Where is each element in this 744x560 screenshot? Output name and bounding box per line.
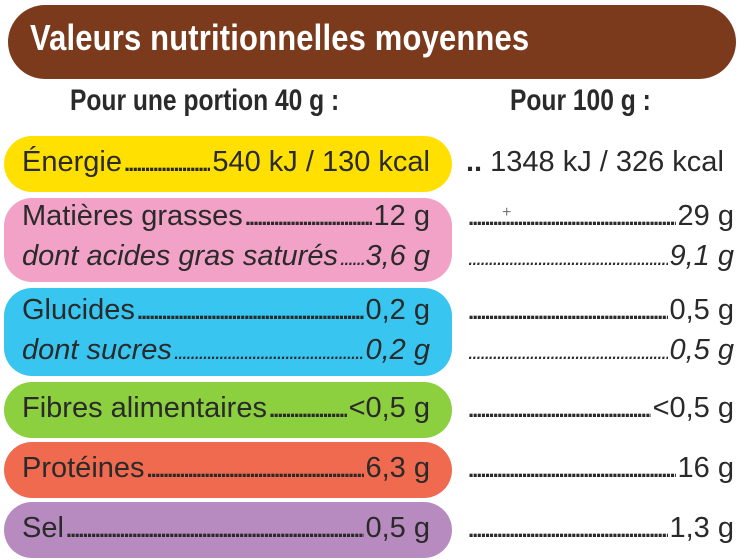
satures-per100: 9,1 g [669, 240, 735, 272]
satures-portion: 3,6 g [365, 240, 431, 272]
sucres-portion: 0,2 g [365, 334, 431, 366]
fibres-label: Fibres alimentaires [22, 392, 267, 424]
leader-dots: ........................................… [468, 519, 668, 541]
energie-portion: 540 kJ / 130 kcal [212, 146, 430, 178]
sucres-per100: 0,5 g [669, 334, 735, 366]
row-sel-per100: ........................................… [466, 512, 734, 545]
header-portion: Pour une portion 40 g : [70, 84, 340, 117]
pill-fibres [4, 382, 452, 438]
glucides-portion: 0,2 g [365, 294, 431, 326]
row-energie-portion: Énergie ................................… [22, 146, 430, 179]
crosshair-mark: + [502, 204, 512, 221]
row-energie-per100: .. 1348 kJ / 326 kcal [466, 146, 734, 179]
matieres-per100: 29 g [677, 200, 734, 232]
row-glucides-per100: ........................................… [466, 294, 734, 327]
proteines-portion: 6,3 g [365, 452, 431, 484]
proteines-per100: 16 g [677, 452, 734, 484]
sel-per100: 1,3 g [669, 512, 735, 544]
row-proteines-portion: Protéines ..............................… [22, 452, 430, 485]
leader-dots: ........................................… [468, 207, 676, 229]
title-banner: Valeurs nutritionnelles moyennes [8, 5, 736, 79]
proteines-label: Protéines [22, 452, 145, 484]
leader-dots: ........................................… [468, 341, 668, 363]
row-matieres-per100: ........................................… [466, 200, 734, 233]
leader-dots: ........................................… [123, 153, 211, 175]
row-sucres-per100: ........................................… [466, 334, 734, 367]
leader-dots: ........................................… [136, 301, 364, 323]
satures-label: dont acides gras saturés [22, 240, 338, 272]
leader-dots: ........................................… [65, 519, 364, 541]
glucides-per100: 0,5 g [669, 294, 735, 326]
leader-dots: ........................................… [339, 247, 364, 269]
leader-dots: ........................................… [268, 399, 347, 421]
row-satures-per100: ........................................… [466, 240, 734, 273]
row-satures-portion: dont acides gras saturés ...............… [22, 240, 430, 273]
row-glucides-portion: Glucides ...............................… [22, 294, 430, 327]
pill-glucides [4, 288, 452, 376]
leader-dots: ........................................… [468, 399, 651, 421]
row-proteines-per100: ........................................… [466, 452, 734, 485]
leader-dots: ........................................… [173, 341, 364, 363]
energie-per100: 1348 kJ / 326 kcal [490, 146, 724, 178]
energie-label: Énergie [22, 146, 122, 178]
matieres-portion: 12 g [373, 200, 430, 232]
sel-label: Sel [22, 512, 64, 544]
leader-dots: ........................................… [468, 247, 668, 269]
fibres-per100: <0,5 g [652, 392, 734, 424]
matieres-label: Matières grasses [22, 200, 243, 232]
table-title: Valeurs nutritionnelles moyennes [30, 17, 530, 58]
leader-dots: ........................................… [146, 459, 364, 481]
row-sucres-portion: dont sucres ............................… [22, 334, 430, 367]
header-per100: Pour 100 g : [510, 84, 651, 117]
pill-matieres-grasses [4, 198, 452, 282]
glucides-label: Glucides [22, 294, 135, 326]
row-fibres-per100: ........................................… [466, 392, 734, 425]
row-sel-portion: Sel ....................................… [22, 512, 430, 545]
sel-portion: 0,5 g [365, 512, 431, 544]
row-fibres-portion: Fibres alimentaires ....................… [22, 392, 430, 425]
pill-sel [4, 502, 452, 558]
fibres-portion: <0,5 g [348, 392, 430, 424]
leader-dots: ........................................… [244, 207, 372, 229]
leader-dots: ........................................… [468, 459, 676, 481]
leader-dots: ........................................… [468, 301, 668, 323]
pill-energie [4, 136, 452, 192]
sucres-label: dont sucres [22, 334, 172, 366]
row-matieres-portion: Matières grasses .......................… [22, 200, 430, 233]
energie-lead: .. [466, 146, 483, 178]
pill-proteines [4, 442, 452, 498]
